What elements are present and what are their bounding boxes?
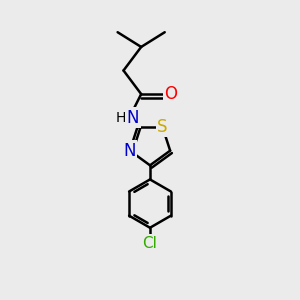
Text: S: S xyxy=(157,118,168,136)
Text: H: H xyxy=(116,111,126,124)
Text: O: O xyxy=(164,85,177,103)
Text: Cl: Cl xyxy=(142,236,158,250)
Text: N: N xyxy=(124,142,136,160)
Text: N: N xyxy=(127,109,139,127)
